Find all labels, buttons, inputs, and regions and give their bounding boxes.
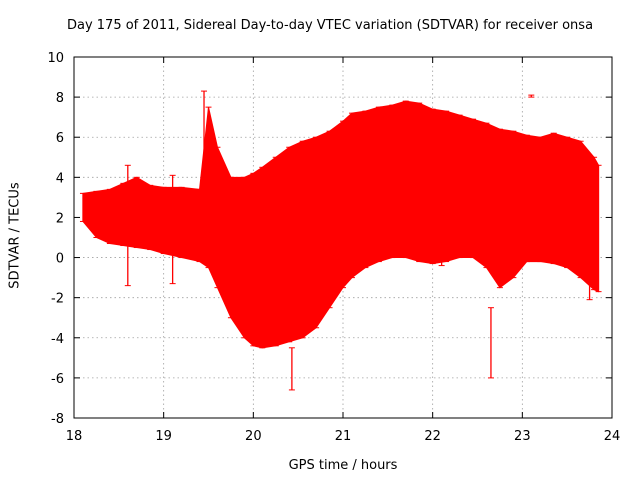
y-tick-label: 6	[56, 131, 64, 146]
x-tick-label: 23	[514, 429, 531, 444]
series-sdtvar	[79, 90, 602, 391]
x-axis-ticks: 18 19 20 21 22 23 24	[66, 57, 621, 444]
y-tick-label: 4	[56, 171, 64, 186]
y-tick-label: 2	[56, 211, 64, 226]
y-tick-label: -4	[51, 332, 64, 347]
y-tick-label: 10	[47, 51, 64, 66]
y-axis-ticks: -8 -6 -4 -2 0 2 4 6 8 10	[47, 51, 612, 427]
y-axis-label: SDTVAR / TECUs	[7, 182, 23, 289]
x-tick-label: 18	[66, 429, 83, 444]
x-axis-label: GPS time / hours	[288, 458, 398, 473]
y-tick-label: -2	[51, 292, 64, 307]
x-tick-label: 20	[245, 429, 262, 444]
x-tick-label: 21	[335, 429, 352, 444]
y-tick-label: -6	[51, 372, 64, 387]
x-tick-label: 24	[604, 429, 621, 444]
x-tick-label: 22	[424, 429, 441, 444]
y-tick-label: -8	[51, 412, 64, 427]
data-band	[82, 100, 600, 349]
x-tick-label: 19	[155, 429, 172, 444]
chart-title: Day 175 of 2011, Sidereal Day-to-day VTE…	[66, 18, 594, 33]
plot-area	[79, 90, 602, 391]
y-tick-label: 0	[56, 252, 64, 267]
y-tick-label: 8	[56, 91, 64, 106]
